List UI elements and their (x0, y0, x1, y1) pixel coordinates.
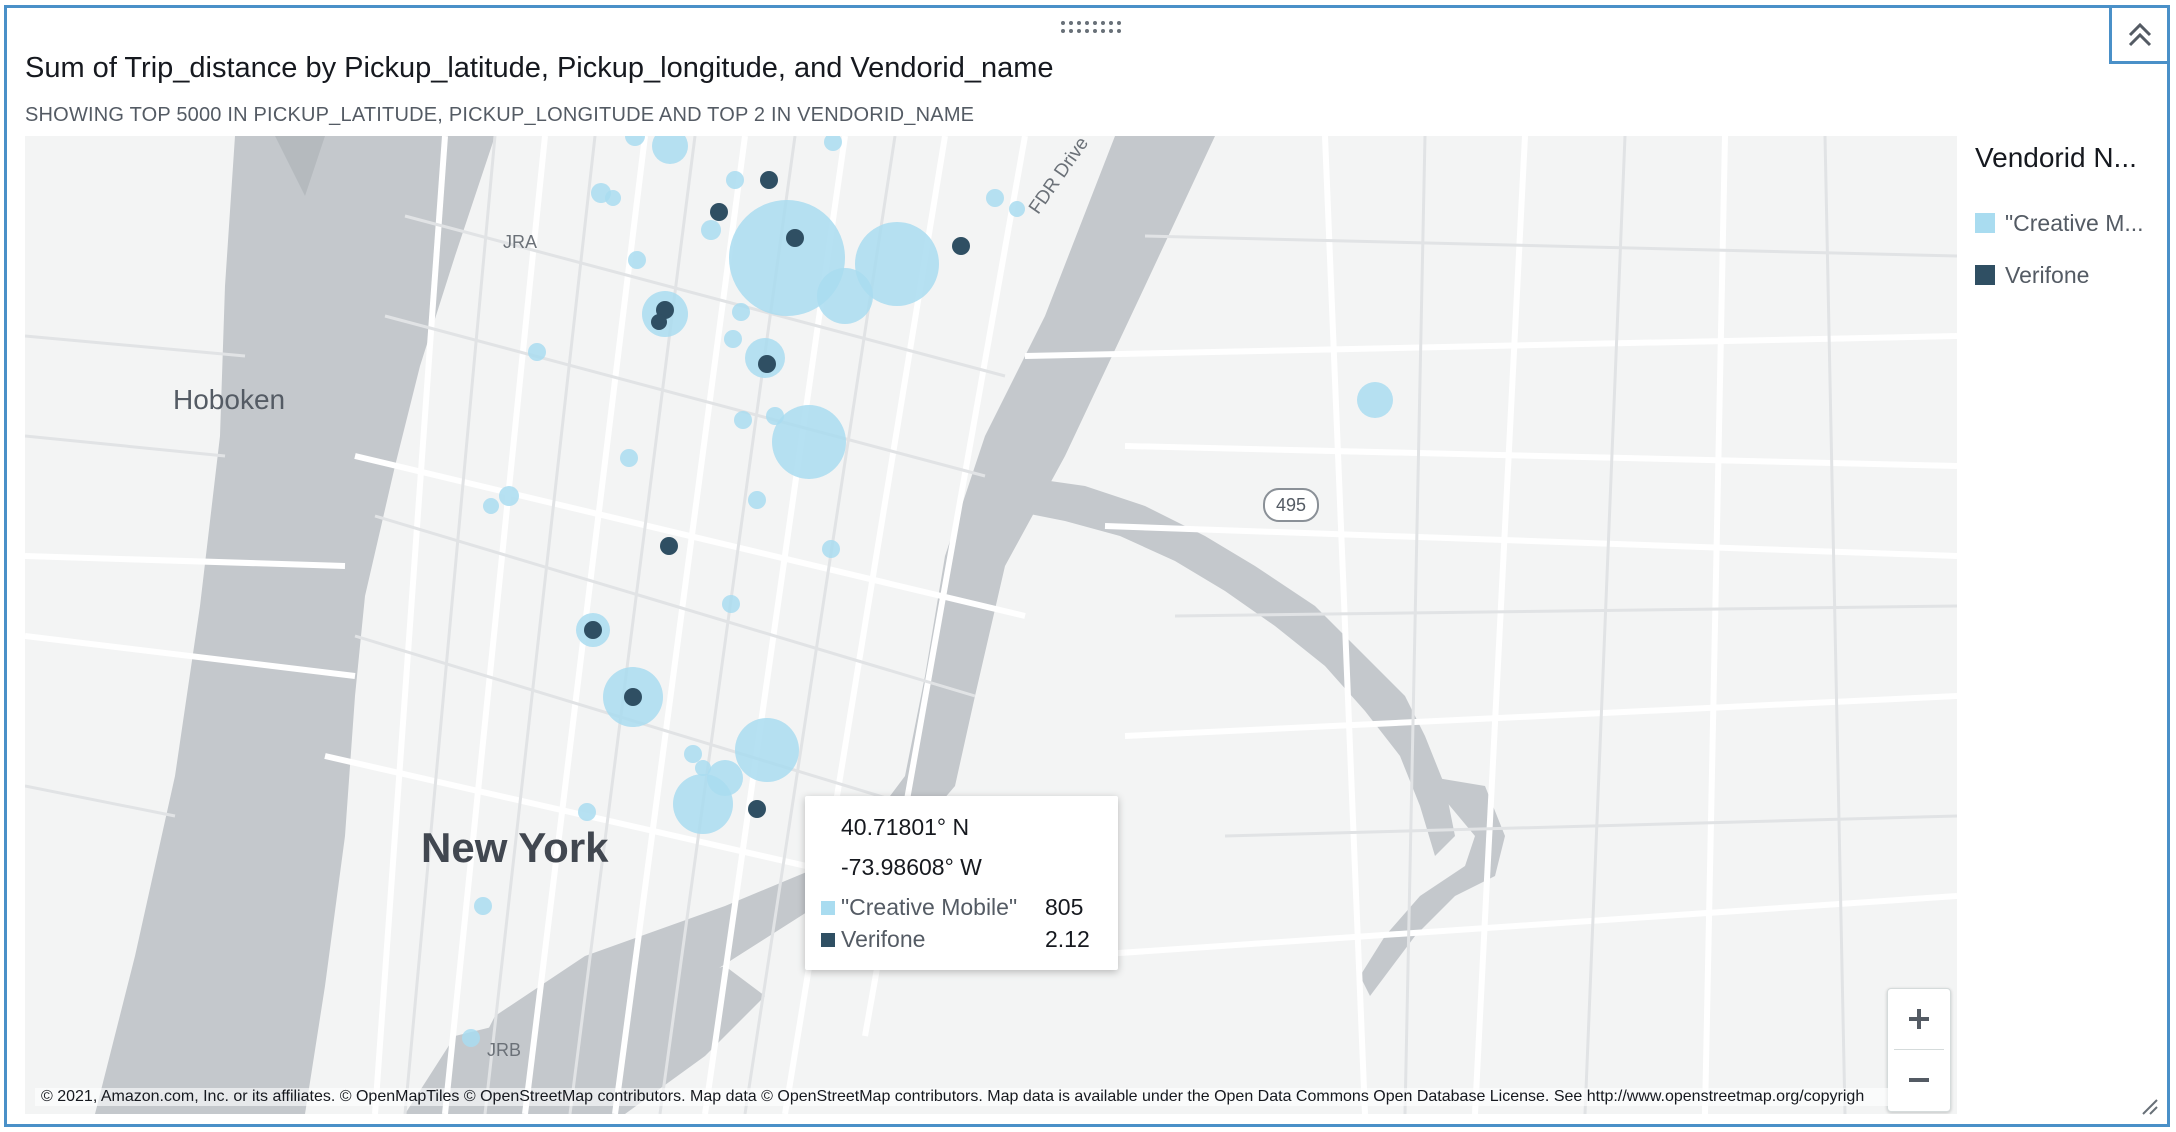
bubble-creative[interactable] (528, 343, 546, 361)
bubble-creative[interactable] (499, 486, 519, 506)
bubble-creative[interactable] (628, 251, 646, 269)
legend-label: Verifone (2005, 261, 2090, 288)
bubble-creative[interactable] (684, 745, 702, 763)
legend-item-creative-mobile[interactable]: "Creative M... (1975, 208, 2144, 238)
bubble-creative[interactable] (817, 268, 873, 324)
bubble-creative[interactable] (735, 718, 799, 782)
map-visual: Sum of Trip_distance by Pickup_latitude,… (4, 5, 2170, 1127)
visual-subtitle: SHOWING TOP 5000 IN PICKUP_LATITUDE, PIC… (25, 104, 975, 126)
minus-icon (1909, 1078, 1929, 1082)
bubble-creative[interactable] (824, 136, 842, 151)
map-label-new-york: New York (421, 824, 609, 871)
bubble-creative[interactable] (1357, 382, 1393, 418)
tooltip-swatch (821, 932, 835, 947)
tooltip-row: "Creative Mobile" 805 (821, 894, 1101, 921)
bubble-creative[interactable] (625, 136, 645, 146)
map-label-hoboken: Hoboken (173, 384, 286, 415)
bubble-creative[interactable] (701, 220, 721, 240)
bubble-creative[interactable] (474, 897, 492, 915)
legend-label: "Creative M... (2005, 209, 2144, 236)
bubble-verifone[interactable] (710, 203, 728, 221)
legend-item-verifone[interactable]: Verifone (1975, 260, 2089, 290)
bubble-creative[interactable] (986, 189, 1004, 207)
bubble-creative[interactable] (855, 222, 939, 306)
bubble-creative[interactable] (1009, 201, 1025, 217)
legend-swatch (1975, 213, 1995, 233)
bubble-creative[interactable] (772, 405, 846, 479)
map-attribution[interactable]: © 2021, Amazon.com, Inc. or its affiliat… (35, 1088, 1897, 1106)
map-label-jra: JRA (503, 232, 538, 252)
tooltip-series-name: Verifone (841, 926, 926, 952)
legend-title: Vendorid N... (1975, 142, 2137, 173)
route-495-shield: 495 (1263, 488, 1319, 522)
bubble-verifone[interactable] (624, 688, 642, 706)
bubble-creative[interactable] (732, 303, 750, 321)
zoom-out-button[interactable] (1888, 1050, 1950, 1110)
visual-title: Sum of Trip_distance by Pickup_latitude,… (25, 52, 1054, 84)
bubble-creative[interactable] (652, 136, 688, 164)
bubble-creative[interactable] (726, 171, 744, 189)
bubble-verifone[interactable] (952, 237, 970, 255)
route-495-label: 495 (1275, 494, 1307, 515)
map-label-jrb: JRB (487, 1040, 522, 1060)
bubble-creative[interactable] (729, 200, 845, 316)
map-tooltip: 40.71801° N -73.98608° W "Creative Mobil… (805, 796, 1118, 970)
bubble-creative[interactable] (722, 595, 740, 613)
tooltip-longitude: -73.98608° W (841, 854, 982, 880)
tooltip-series-value: 2.12 (1045, 926, 1090, 952)
bubble-creative[interactable] (483, 498, 499, 514)
bubble-verifone[interactable] (651, 314, 667, 330)
zoom-control (1887, 988, 1951, 1112)
bubble-creative[interactable] (620, 449, 638, 467)
bubble-creative[interactable] (673, 774, 733, 834)
double-chevron-up-icon (2128, 22, 2151, 46)
bubble-creative[interactable] (822, 540, 840, 558)
tooltip-series-name: "Creative Mobile" (841, 894, 1018, 920)
bubble-verifone[interactable] (786, 229, 804, 247)
bubble-verifone[interactable] (748, 800, 766, 818)
bubble-layer (462, 136, 1393, 1047)
plus-icon (1909, 1009, 1929, 1029)
map-canvas[interactable]: Hoboken New York FDR Drive JRA JRB 495 (25, 136, 1957, 1114)
collapse-button[interactable] (2109, 8, 2167, 64)
tooltip-series-value: 805 (1045, 894, 1084, 920)
bubble-creative[interactable] (748, 491, 766, 509)
zoom-divider (1894, 1049, 1944, 1050)
tooltip-latitude: 40.71801° N (841, 814, 970, 840)
legend-swatch (1975, 265, 1995, 285)
bubble-creative[interactable] (695, 760, 711, 776)
tooltip-swatch (821, 900, 835, 915)
bubble-creative[interactable] (605, 190, 621, 206)
bubble-creative[interactable] (724, 330, 742, 348)
bubble-verifone[interactable] (758, 355, 776, 373)
tooltip-row: Verifone 2.12 (821, 926, 1101, 953)
zoom-in-button[interactable] (1888, 989, 1950, 1049)
bubble-creative[interactable] (578, 803, 596, 821)
bubble-creative[interactable] (734, 411, 752, 429)
bubble-verifone[interactable] (660, 537, 678, 555)
bubble-verifone[interactable] (760, 171, 778, 189)
bubble-verifone[interactable] (584, 621, 602, 639)
drag-handle-icon[interactable] (1059, 20, 1123, 34)
bubble-creative[interactable] (462, 1029, 480, 1047)
resize-handle-icon[interactable] (2139, 1096, 2159, 1116)
